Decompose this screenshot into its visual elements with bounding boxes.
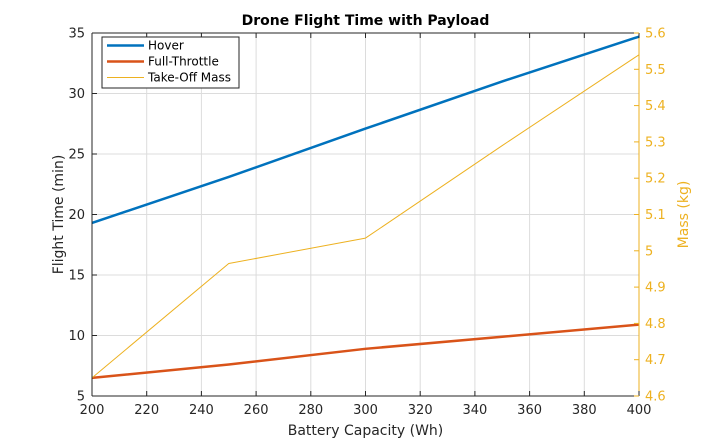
x-tick-label: 360 <box>517 403 542 418</box>
x-tick-label: 260 <box>244 403 269 418</box>
x-tick-label: 220 <box>134 403 159 418</box>
y-axis-label: Flight Time (min) <box>51 155 67 275</box>
x-tick-label: 320 <box>408 403 433 418</box>
legend: Hover Full-Throttle Take-Off Mass <box>101 36 240 89</box>
y2-tick-label: 5.2 <box>645 172 666 187</box>
x-axis-label: Battery Capacity (Wh) <box>288 423 444 439</box>
x-tick-label: 200 <box>80 403 105 418</box>
series-line-full-throttle <box>91 323 640 380</box>
x-tick-label: 240 <box>189 403 214 418</box>
y-tick-label: 25 <box>68 148 85 163</box>
y2-tick-label: 4.8 <box>645 317 666 332</box>
y2-tick-label: 4.7 <box>645 353 666 368</box>
y2-tick-label: 4.9 <box>645 281 666 296</box>
y2-tick-label: 5.3 <box>645 135 666 150</box>
x-tick-label: 340 <box>462 403 487 418</box>
y2-tick-label: 5.4 <box>645 99 666 114</box>
y-tick-label: 5 <box>77 390 85 405</box>
y-tick-label: 10 <box>68 329 85 344</box>
y-tick-label: 35 <box>68 27 85 42</box>
y2-tick-label: 5.6 <box>645 27 666 42</box>
x-tick-label: 400 <box>627 403 652 418</box>
y2-tick-label: 5.5 <box>645 63 666 78</box>
y2-tick-label: 4.6 <box>645 390 666 405</box>
y-tick-label: 15 <box>68 269 85 284</box>
legend-label-take-off-mass: Take-Off Mass <box>147 71 231 85</box>
x-tick-label: 380 <box>572 403 597 418</box>
y2-tick-label: 5 <box>645 244 653 259</box>
legend-label-full-throttle: Full-Throttle <box>148 55 219 69</box>
y2-tick-label: 5.1 <box>645 208 666 223</box>
ticks: 200 220 240 260 280 300 320 340 360 380 400 5 10 15 20… <box>68 27 665 419</box>
chart-title: Drone Flight Time with Payload <box>242 13 490 29</box>
y-tick-label: 20 <box>68 208 85 223</box>
x-tick-label: 300 <box>353 403 378 418</box>
y-tick-label: 30 <box>68 87 85 102</box>
x-tick-label: 280 <box>298 403 323 418</box>
legend-label-hover: Hover <box>148 39 184 53</box>
series-line-hover <box>91 35 640 225</box>
y2-axis-label: Mass (kg) <box>676 181 692 249</box>
series-lines <box>91 35 640 380</box>
series-line-take-off-mass <box>91 54 640 379</box>
